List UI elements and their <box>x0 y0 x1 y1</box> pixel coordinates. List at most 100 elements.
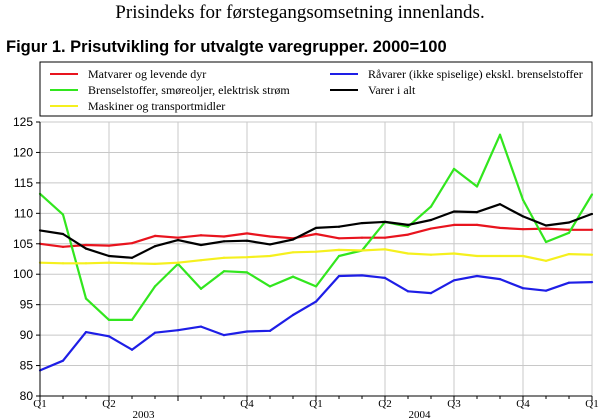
series-point-2-6 <box>176 261 180 264</box>
x-year-label-1: 2004 <box>409 409 432 420</box>
series-point-0-19 <box>475 223 479 227</box>
series-point-0-13 <box>337 237 341 240</box>
y-tick-label-125: 125 <box>13 115 33 129</box>
series-point-0-1 <box>61 245 65 248</box>
series-point-0-24 <box>590 228 594 231</box>
series-point-2-15 <box>383 248 387 251</box>
y-tick-label-95: 95 <box>20 298 34 312</box>
series-point-4-16 <box>406 223 410 227</box>
series-point-0-6 <box>176 236 180 239</box>
series-point-3-22 <box>544 289 548 292</box>
series-point-0-3 <box>107 244 111 247</box>
legend-label-0: Matvarer og levende dyr <box>88 67 206 81</box>
series-point-2-1 <box>61 262 65 265</box>
series-point-2-21 <box>521 254 525 258</box>
series-point-2-18 <box>452 252 456 255</box>
series-point-1-16 <box>406 225 410 228</box>
series-point-0-9 <box>245 232 249 235</box>
series-point-2-13 <box>337 248 341 251</box>
series-point-2-4 <box>130 262 134 265</box>
series-point-3-14 <box>360 274 364 277</box>
series-point-1-11 <box>291 275 295 278</box>
series-point-4-24 <box>590 212 594 216</box>
series-point-2-16 <box>406 252 410 255</box>
series-point-3-21 <box>521 287 525 290</box>
series-point-0-14 <box>360 236 364 239</box>
series-point-4-13 <box>337 225 341 228</box>
series-point-4-17 <box>429 218 433 222</box>
series-point-4-23 <box>567 221 571 224</box>
series-point-2-9 <box>245 256 249 259</box>
series-point-4-20 <box>498 203 502 206</box>
series-point-3-17 <box>429 291 433 295</box>
series-point-1-22 <box>544 240 548 244</box>
series-point-0-17 <box>429 227 433 230</box>
page-heading: Prisindeks for førstegangsomsetning inne… <box>115 2 485 23</box>
figure-title: Figur 1. Prisutvikling for utvalgte vare… <box>6 38 447 56</box>
x-quarter-label-5: Q3 <box>447 398 461 410</box>
series-2 <box>38 248 594 265</box>
series-point-4-4 <box>130 256 134 259</box>
legend-label-2: Maskiner og transportmidler <box>88 99 225 113</box>
series-point-2-20 <box>498 254 502 258</box>
series-point-0-8 <box>222 235 226 238</box>
chart-axes: 80 85 90 95 100 105 110 115 120 125 Q1 Q2 Q4 Q1 Q2 Q3 Q4… <box>13 115 599 420</box>
chart-series-layer <box>38 133 594 372</box>
series-point-1-3 <box>107 318 111 321</box>
series-point-3-11 <box>291 313 295 317</box>
series-point-3-23 <box>567 281 571 284</box>
series-point-2-10 <box>268 254 272 258</box>
series-point-2-3 <box>107 261 111 264</box>
series-point-0-15 <box>383 236 387 239</box>
series-point-2-22 <box>544 259 548 262</box>
series-point-4-12 <box>314 226 318 230</box>
series-point-0-18 <box>452 223 456 227</box>
series-point-3-20 <box>498 277 502 281</box>
series-point-2-23 <box>567 253 571 256</box>
series-point-4-21 <box>521 215 525 218</box>
x-quarter-label-7: Q1 <box>585 398 598 410</box>
series-point-1-20 <box>498 133 502 136</box>
series-point-0-20 <box>498 226 502 230</box>
y-tick-label-90: 90 <box>20 328 34 342</box>
series-point-3-5 <box>153 331 157 334</box>
series-point-1-10 <box>268 285 272 288</box>
series-point-0-2 <box>84 243 88 247</box>
series-point-1-4 <box>130 318 134 321</box>
series-point-4-11 <box>291 238 295 241</box>
series-point-1-18 <box>452 167 456 170</box>
series-point-1-5 <box>153 285 157 288</box>
series-point-3-16 <box>406 290 410 293</box>
x-quarter-label-4: Q2 <box>378 398 391 410</box>
series-point-4-9 <box>245 239 249 242</box>
series-point-4-3 <box>107 254 111 258</box>
series-point-2-17 <box>429 253 433 256</box>
series-point-4-10 <box>268 243 272 246</box>
series-point-2-2 <box>84 262 88 265</box>
series-point-0-22 <box>544 227 548 230</box>
legend-frame <box>39 61 593 117</box>
series-4 <box>38 203 594 259</box>
series-point-1-19 <box>475 185 479 188</box>
series-point-0-4 <box>130 242 134 245</box>
series-point-0-21 <box>521 228 525 231</box>
series-point-3-19 <box>475 274 479 278</box>
series-point-1-2 <box>84 297 88 300</box>
x-quarter-label-2: Q4 <box>240 398 254 410</box>
series-point-3-8 <box>222 334 226 337</box>
y-tick-label-80: 80 <box>20 389 34 403</box>
series-point-2-14 <box>360 249 364 252</box>
y-tick-label-85: 85 <box>20 359 34 373</box>
x-quarter-label-6: Q4 <box>516 398 530 410</box>
series-point-0-7 <box>199 234 203 237</box>
series-point-2-5 <box>153 262 157 265</box>
legend-label-1: Brenselstoffer, smøreoljer, elektrisk st… <box>88 83 290 97</box>
series-point-4-7 <box>199 243 203 247</box>
series-point-3-7 <box>199 325 203 328</box>
series-point-2-7 <box>199 259 203 262</box>
y-tick-label-110: 110 <box>14 206 33 220</box>
series-point-3-12 <box>314 300 318 303</box>
series-0 <box>38 223 594 248</box>
series-point-1-8 <box>222 270 226 273</box>
series-point-1-17 <box>429 205 433 208</box>
